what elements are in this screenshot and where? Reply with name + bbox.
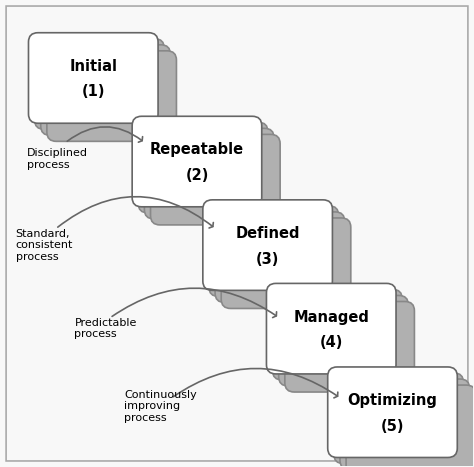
- FancyBboxPatch shape: [273, 290, 402, 380]
- FancyBboxPatch shape: [340, 379, 470, 467]
- Text: (5): (5): [381, 418, 404, 434]
- FancyBboxPatch shape: [221, 218, 351, 309]
- Text: (3): (3): [256, 252, 279, 267]
- FancyBboxPatch shape: [28, 33, 158, 123]
- Text: Optimizing: Optimizing: [347, 393, 438, 408]
- FancyBboxPatch shape: [145, 128, 274, 219]
- Text: (2): (2): [185, 168, 209, 183]
- FancyBboxPatch shape: [203, 200, 332, 290]
- Text: Managed: Managed: [293, 310, 369, 325]
- FancyBboxPatch shape: [279, 296, 408, 386]
- Text: Defined: Defined: [236, 226, 300, 241]
- FancyBboxPatch shape: [334, 373, 464, 464]
- Text: Disciplined
process: Disciplined process: [27, 149, 88, 170]
- FancyBboxPatch shape: [328, 367, 457, 458]
- FancyBboxPatch shape: [132, 116, 262, 207]
- Text: Standard,
consistent
process: Standard, consistent process: [16, 228, 73, 262]
- FancyBboxPatch shape: [209, 206, 338, 297]
- Text: (4): (4): [319, 335, 343, 350]
- FancyBboxPatch shape: [138, 122, 268, 213]
- Text: Continuously
improving
process: Continuously improving process: [124, 389, 197, 423]
- FancyBboxPatch shape: [285, 302, 414, 392]
- Text: Predictable
process: Predictable process: [74, 318, 137, 340]
- FancyBboxPatch shape: [266, 283, 396, 374]
- Text: Initial: Initial: [69, 59, 117, 74]
- FancyBboxPatch shape: [215, 212, 345, 303]
- Text: Repeatable: Repeatable: [150, 142, 244, 157]
- Text: (1): (1): [82, 85, 105, 99]
- FancyBboxPatch shape: [346, 385, 474, 467]
- FancyBboxPatch shape: [41, 45, 170, 135]
- FancyBboxPatch shape: [6, 6, 468, 461]
- FancyBboxPatch shape: [47, 51, 176, 142]
- FancyBboxPatch shape: [151, 134, 280, 225]
- FancyBboxPatch shape: [35, 39, 164, 129]
